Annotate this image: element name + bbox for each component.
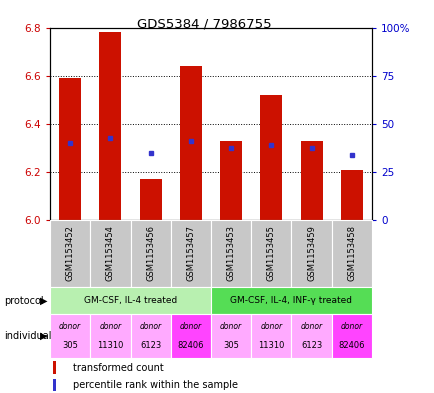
Text: donor: donor [99,322,121,331]
Text: 11310: 11310 [257,341,284,350]
Text: 305: 305 [223,341,238,350]
Text: GSM1153457: GSM1153457 [186,226,195,281]
Text: GM-CSF, IL-4 treated: GM-CSF, IL-4 treated [84,296,177,305]
Bar [50,287,210,314]
Bar [170,220,210,287]
Bar [260,95,282,220]
Bar [251,314,291,358]
Text: 6123: 6123 [300,341,322,350]
Bar [300,141,322,220]
Text: 305: 305 [62,341,78,350]
Text: GSM1153453: GSM1153453 [226,226,235,281]
Bar [53,379,56,391]
Text: 82406: 82406 [338,341,364,350]
Text: 82406: 82406 [177,341,204,350]
Text: GSM1153459: GSM1153459 [306,226,316,281]
Text: 11310: 11310 [97,341,123,350]
Text: donor: donor [59,322,81,331]
Text: donor: donor [300,322,322,331]
Text: percentile rank within the sample: percentile rank within the sample [72,380,237,390]
Text: ▶: ▶ [40,296,47,306]
Text: ▶: ▶ [40,331,47,341]
Bar [90,220,130,287]
Bar [50,314,90,358]
Bar [130,220,171,287]
Bar [53,361,56,373]
Bar [220,141,242,220]
Text: GDS5384 / 7986755: GDS5384 / 7986755 [137,18,271,31]
Bar [170,314,210,358]
Bar [139,179,161,220]
Text: GSM1153455: GSM1153455 [266,226,275,281]
Bar [291,220,331,287]
Text: donor: donor [179,322,201,331]
Bar [210,314,251,358]
Text: GSM1153456: GSM1153456 [146,226,155,281]
Bar [291,314,331,358]
Text: donor: donor [340,322,362,331]
Bar [59,78,81,220]
Text: GM-CSF, IL-4, INF-γ treated: GM-CSF, IL-4, INF-γ treated [230,296,352,305]
Bar [210,220,251,287]
Bar [50,220,90,287]
Text: donor: donor [220,322,242,331]
Text: donor: donor [260,322,282,331]
Bar [340,169,362,220]
Bar [179,66,201,220]
Text: GSM1153454: GSM1153454 [105,226,115,281]
Bar [331,314,371,358]
Bar [90,314,130,358]
Text: individual: individual [4,331,52,341]
Bar [210,287,371,314]
Bar [331,220,371,287]
Bar [130,314,171,358]
Bar [251,220,291,287]
Text: 6123: 6123 [140,341,161,350]
Text: GSM1153458: GSM1153458 [346,226,355,281]
Text: donor: donor [139,322,161,331]
Text: transformed count: transformed count [72,362,163,373]
Text: protocol: protocol [4,296,44,306]
Text: GSM1153452: GSM1153452 [66,226,75,281]
Bar [99,32,121,220]
